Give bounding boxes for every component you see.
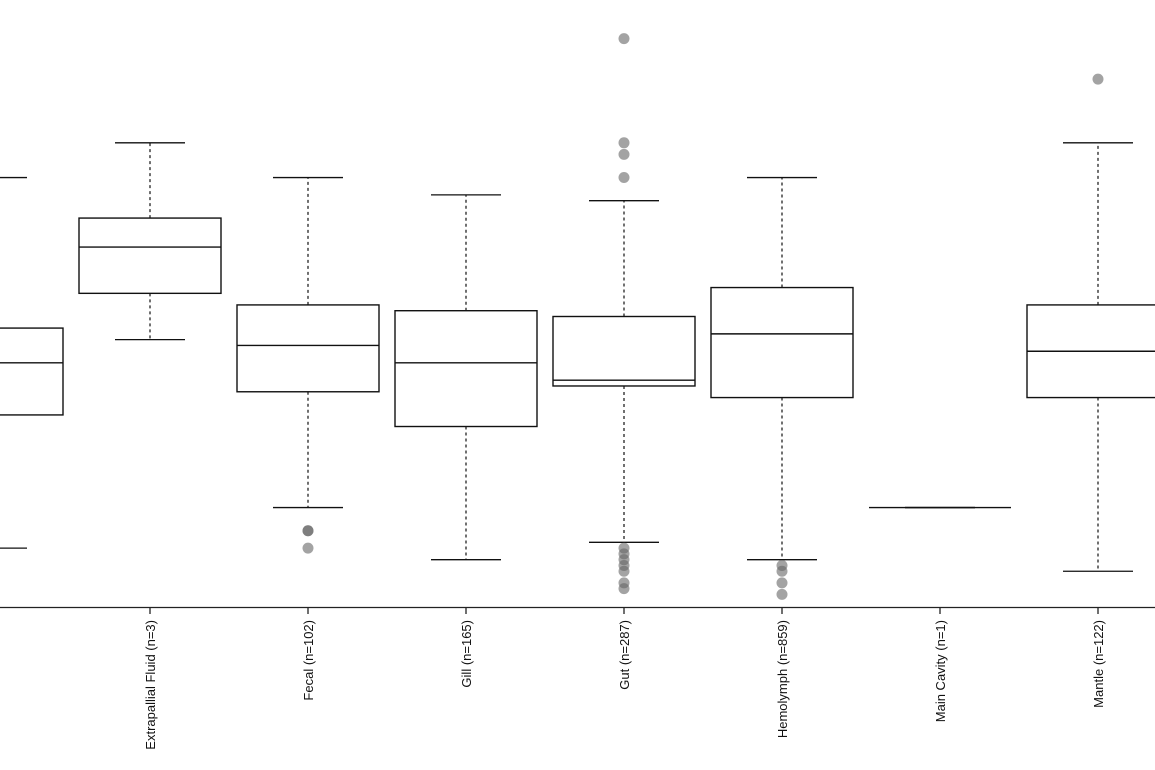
outlier-point — [776, 577, 788, 589]
x-tick-label: Gill (n=165) — [459, 620, 474, 688]
box-group — [1026, 73, 1155, 572]
box-group — [710, 176, 854, 600]
x-tick-label: Extrapallial Fluid (n=3) — [143, 620, 158, 750]
box — [552, 315, 696, 387]
box-group — [0, 176, 64, 549]
box — [710, 286, 854, 399]
outlier-point — [618, 33, 630, 45]
outlier-point — [1092, 73, 1104, 85]
outlier-point — [618, 137, 630, 149]
box-group — [78, 142, 222, 341]
outlier-point — [302, 542, 314, 554]
box — [236, 304, 380, 393]
x-tick-label: Fecal (n=102) — [301, 620, 316, 701]
outlier-point — [618, 565, 630, 577]
outlier-point — [302, 525, 314, 537]
x-axis: Extrapallial Fluid (n=3) Fecal (n=102) Gil… — [143, 607, 1106, 750]
plot-area — [0, 33, 1155, 600]
box — [394, 310, 538, 428]
x-tick-label: Main Cavity (n=1) — [933, 620, 948, 722]
box-group — [394, 194, 538, 561]
box — [0, 327, 64, 416]
box-group — [552, 33, 696, 595]
x-tick-label: Gut (n=287) — [617, 620, 632, 690]
outlier-point — [776, 588, 788, 600]
outlier-point — [618, 172, 630, 184]
outlier-point — [618, 148, 630, 160]
x-tick-label: Hemolymph (n=859) — [775, 620, 790, 738]
box-group — [236, 176, 380, 554]
x-tick-label: Mantle (n=122) — [1091, 620, 1106, 708]
box — [78, 217, 222, 295]
outlier-point — [776, 565, 788, 577]
outlier-point — [618, 583, 630, 595]
